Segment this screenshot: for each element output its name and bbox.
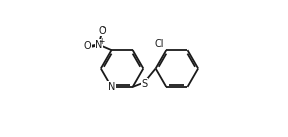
Text: S: S	[141, 79, 147, 89]
Text: N: N	[108, 82, 115, 92]
Text: -: -	[103, 23, 105, 32]
Text: O: O	[84, 41, 91, 51]
Text: Cl: Cl	[154, 39, 164, 49]
Text: N: N	[95, 40, 103, 50]
Text: O: O	[98, 26, 106, 36]
Text: +: +	[98, 37, 105, 46]
